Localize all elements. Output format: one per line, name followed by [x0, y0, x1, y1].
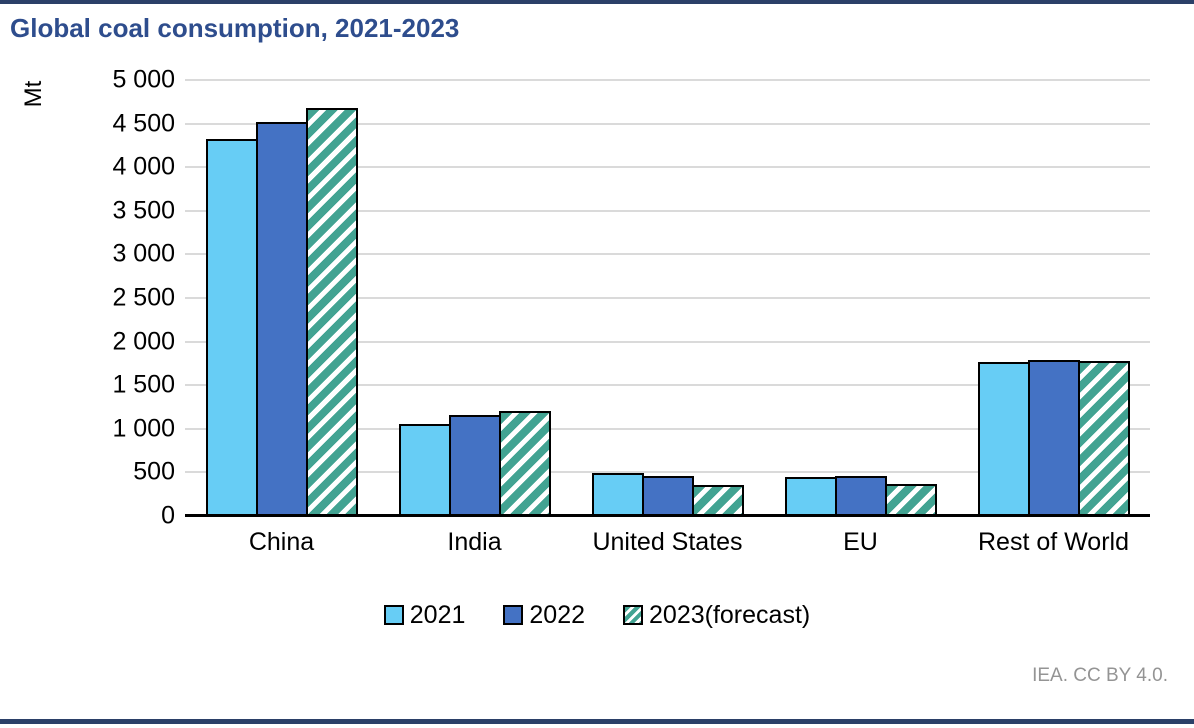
bar-2023-forecast-india: [498, 410, 551, 516]
bar-group-rest-of-world: [957, 80, 1150, 516]
gridline: [185, 79, 1150, 81]
bar-2022-rest-of-world: [1027, 360, 1080, 516]
bar-2021-united-states: [591, 473, 644, 516]
category-label-china: China: [248, 528, 315, 556]
y-tick-label: 2 000: [112, 327, 175, 356]
legend-swatch-icon: [383, 605, 404, 625]
legend: 2021 2022 2023(forecast): [0, 600, 1194, 630]
bar-2021-eu: [784, 477, 837, 516]
bar-2023-forecast-rest-of-world: [1077, 361, 1130, 516]
gridline: [185, 427, 1150, 430]
bar-group-eu: [764, 80, 957, 516]
footer-credit: IEA. CC BY 4.0.: [1032, 665, 1168, 686]
gridline: [185, 166, 1150, 169]
legend-label: 2023(forecast): [649, 600, 811, 629]
gridline: [185, 340, 1150, 343]
bar-2021-india: [398, 423, 451, 516]
legend-item-2022: 2022: [503, 601, 585, 630]
y-tick-label: 5 000: [112, 65, 175, 94]
category-label-india: India: [447, 528, 502, 556]
bottom-border-rule: [0, 719, 1194, 724]
bar-2022-china: [255, 121, 308, 516]
bar-2023-forecast-china: [305, 107, 358, 516]
legend-label: 2021: [409, 600, 466, 629]
y-tick-label: 500: [133, 457, 175, 486]
y-tick-label: 0: [161, 501, 175, 530]
bar-2021-china: [205, 139, 258, 516]
legend-label: 2022: [529, 600, 586, 629]
y-tick-label: 4 000: [112, 152, 175, 181]
y-tick-label: 1 000: [112, 414, 175, 443]
bar-group-india: [378, 80, 571, 516]
y-tick-label: 1 500: [112, 370, 175, 399]
bar-groups: [185, 80, 1150, 516]
chart-title: Global coal consumption, 2021-2023: [10, 13, 460, 43]
bar-2021-rest-of-world: [977, 362, 1030, 516]
gridline: [185, 122, 1150, 125]
gridline: [185, 297, 1150, 299]
legend-swatch-icon: [623, 605, 644, 625]
gridline: [185, 209, 1150, 212]
category-label-rest-of-world: Rest of World: [978, 528, 1129, 556]
bar-2022-eu: [834, 476, 887, 516]
legend-swatch-icon: [503, 605, 524, 625]
category-label-united-states: United States: [592, 528, 743, 556]
gridline: [185, 384, 1150, 387]
y-tick-label: 4 500: [112, 109, 175, 138]
y-tick-label: 2 500: [112, 283, 175, 312]
gridline: [185, 253, 1150, 256]
bar-group-china: [185, 80, 378, 516]
legend-item-2023-forecast: 2023(forecast): [623, 601, 810, 630]
y-tick-label: 3 500: [112, 196, 175, 225]
top-border-rule: [0, 0, 1194, 4]
bar-2023-forecast-eu: [884, 483, 937, 516]
x-axis-line: [185, 514, 1150, 517]
plot-area: [185, 79, 1150, 517]
bar-2022-india: [448, 414, 501, 516]
y-tick-label: 3 000: [112, 239, 175, 268]
bar-2022-united-states: [641, 475, 694, 516]
bar-2023-forecast-united-states: [691, 485, 744, 516]
legend-item-2021: 2021: [383, 600, 466, 630]
x-axis-category-labels: China India United States EU Rest of World: [185, 528, 1150, 557]
y-axis-tick-labels: 0 500 1 000 1 500 2 000 2 500 3 000 3 500 4 000 4…: [0, 66, 175, 530]
category-label-eu: EU: [843, 528, 878, 556]
gridline: [185, 471, 1150, 474]
bar-group-united-states: [571, 80, 764, 516]
